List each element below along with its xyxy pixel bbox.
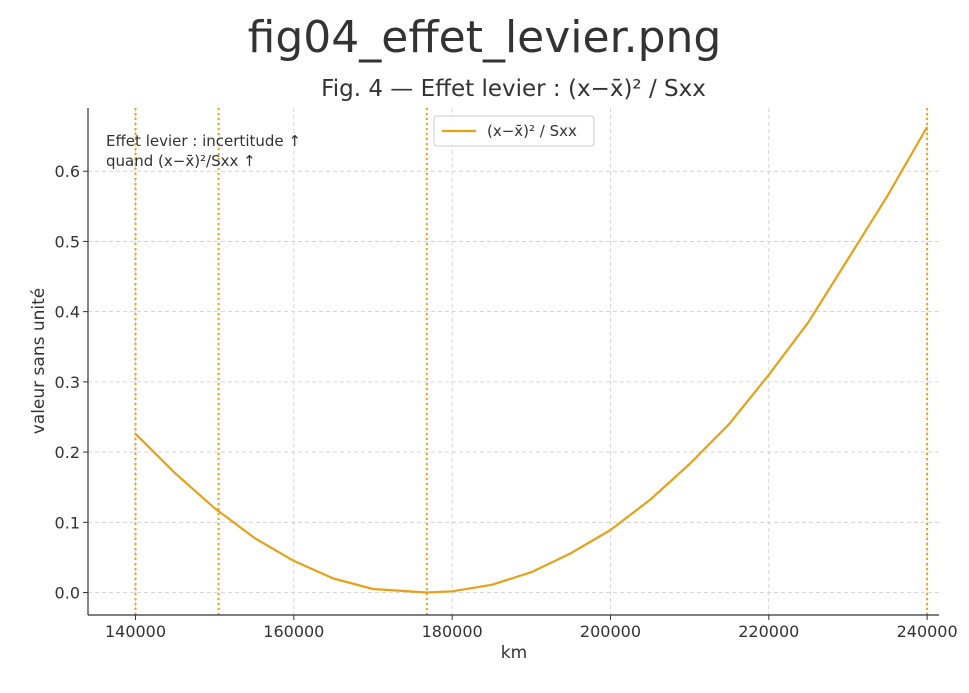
- y-tick-label: 0.6: [55, 162, 80, 181]
- y-tick-label: 0.4: [55, 303, 80, 322]
- x-tick-label: 180000: [422, 622, 483, 641]
- legend-box: [433, 115, 595, 147]
- series-layer: [134, 126, 929, 594]
- y-tick-label: 0.1: [55, 513, 80, 532]
- series-line: [134, 126, 929, 594]
- y-tick-label: 0.5: [55, 232, 80, 251]
- tick-labels: 140000 160000 180000 200000 220000 240000 0.0 0…: [55, 162, 958, 641]
- chart-title: Fig. 4 — Effet levier : (x−x̄)² / Sxx: [321, 76, 706, 102]
- grid: [88, 108, 939, 615]
- legend: (x−x̄)² / Sxx: [433, 115, 595, 147]
- legend-label: (x−x̄)² / Sxx: [487, 122, 577, 140]
- x-tick-label: 220000: [738, 622, 799, 641]
- annotation-line-1: Effet levier : incertitude ↑: [106, 132, 301, 150]
- page-title: fig04_effet_levier.png: [247, 12, 722, 63]
- y-tick-label: 0.3: [55, 373, 80, 392]
- y-tick-label: 0.0: [55, 584, 80, 603]
- x-tick-label: 240000: [897, 622, 958, 641]
- y-tick-label: 0.2: [55, 443, 80, 462]
- axes: [87, 108, 939, 616]
- annotation-line-2: quand (x−x̄)²/Sxx ↑: [106, 152, 256, 170]
- x-tick-label: 140000: [105, 622, 166, 641]
- x-tick-label: 200000: [580, 622, 641, 641]
- y-axis-label: valeur sans unité: [29, 288, 49, 435]
- x-tick-label: 160000: [263, 622, 324, 641]
- x-axis-label: km: [501, 643, 527, 663]
